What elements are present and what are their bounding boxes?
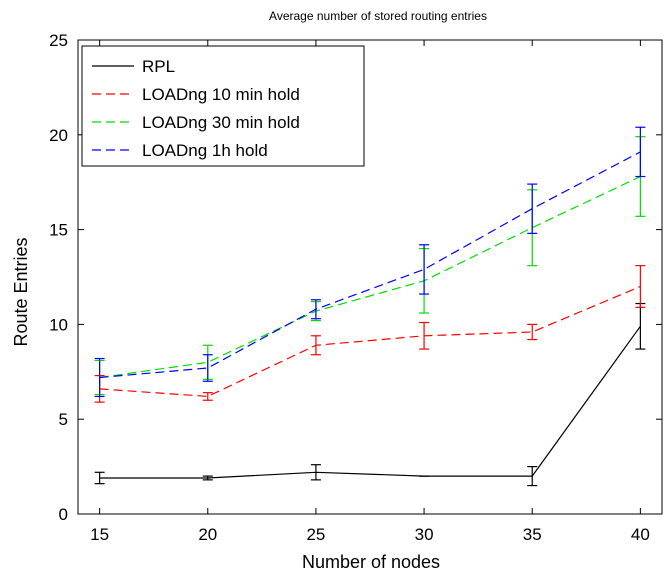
series-line-1 (99, 285, 641, 398)
error-bar (635, 265, 646, 308)
error-bar (202, 354, 213, 382)
error-bar (310, 335, 321, 356)
x-tick-label: 30 (415, 525, 434, 544)
chart-title: Average number of stored routing entries (269, 9, 487, 23)
legend: RPL LOADng 10 min hold LOADng 30 min hold L… (81, 45, 365, 167)
error-bar (527, 466, 538, 487)
y-tick-label: 0 (59, 505, 68, 524)
error-bar (527, 183, 538, 234)
error-bar (202, 475, 213, 481)
series-line-3 (99, 151, 641, 379)
x-axis-label: Number of nodes (302, 552, 440, 572)
x-tick-label: 40 (631, 525, 650, 544)
y-axis-label: Route Entries (11, 237, 31, 346)
y-tick-label: 15 (49, 221, 68, 240)
series-line-0 (99, 325, 641, 479)
plot-area: 15 20 25 30 35 40 0 5 10 15 20 25 (49, 31, 663, 544)
error-bar (635, 302, 646, 350)
x-tick-label: 25 (306, 525, 325, 544)
error-bar (310, 299, 321, 320)
plot-frame (77, 39, 663, 515)
error-bar (635, 126, 646, 178)
legend-label: LOADng 30 min hold (142, 113, 300, 132)
error-bar (202, 392, 213, 401)
y-tick-label: 5 (59, 410, 68, 429)
error-bar (419, 321, 430, 350)
x-tick-label: 35 (523, 525, 542, 544)
y-tick-label: 20 (49, 126, 68, 145)
y-tick-label: 10 (49, 315, 68, 334)
error-bar (310, 464, 321, 481)
error-bar (419, 244, 430, 295)
legend-label: LOADng 1h hold (142, 141, 268, 160)
legend-label: LOADng 10 min hold (142, 85, 300, 104)
legend-label: RPL (142, 57, 175, 76)
x-tick-label: 15 (90, 525, 109, 544)
error-bar (94, 357, 105, 398)
error-bar (527, 323, 538, 341)
series-line-2 (99, 175, 641, 379)
x-tick-label: 20 (198, 525, 217, 544)
error-bar (94, 471, 105, 485)
y-tick-label: 25 (49, 31, 68, 50)
